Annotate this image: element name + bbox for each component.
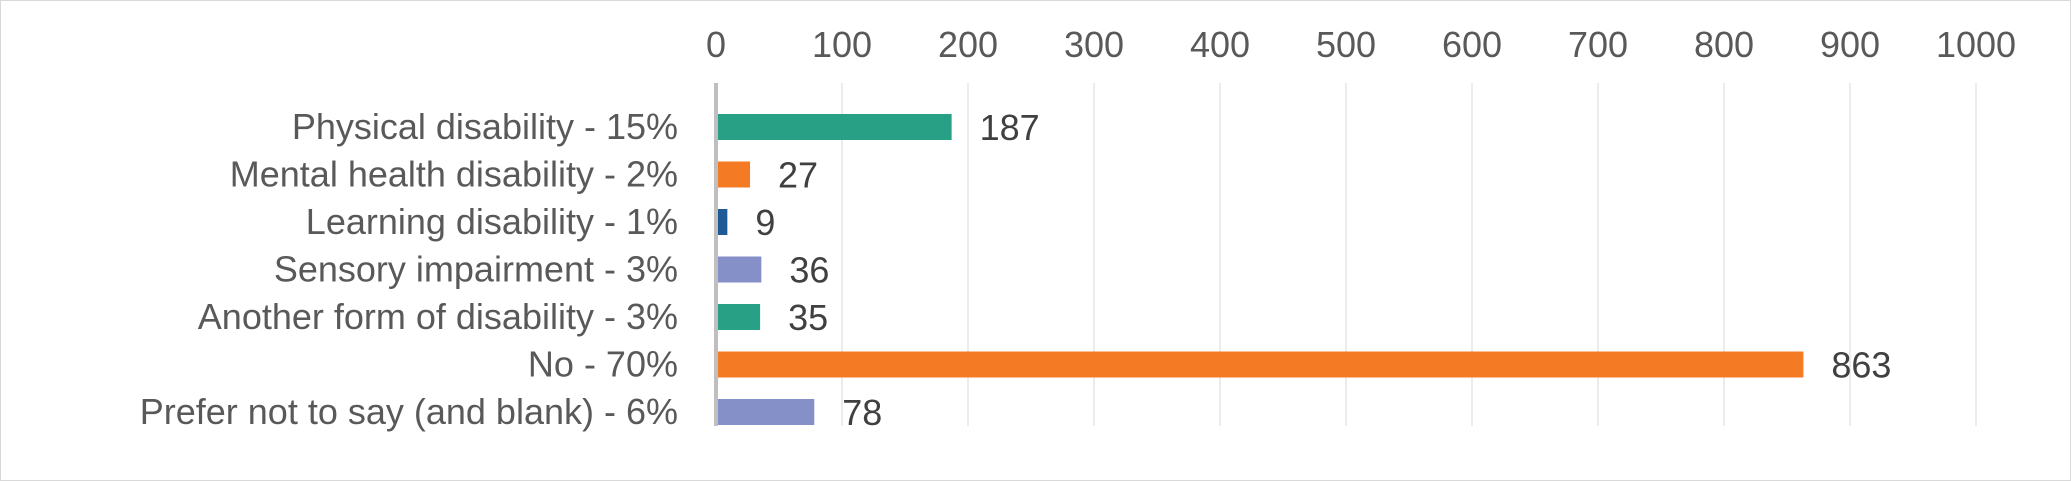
bar — [718, 351, 1804, 378]
bars — [718, 114, 1804, 425]
bar — [718, 209, 728, 235]
x-tick-label: 1000 — [1936, 24, 2016, 65]
category-labels: Physical disability - 15% Mental health d… — [140, 106, 678, 432]
bar — [718, 114, 952, 140]
bar — [718, 399, 815, 425]
bar — [718, 304, 761, 330]
data-label: 9 — [755, 202, 775, 243]
category-label: Mental health disability - 2% — [230, 154, 678, 195]
data-label: 36 — [789, 250, 829, 291]
category-label: No - 70% — [528, 344, 678, 385]
data-labels: 187 279 36 35 863 78 — [755, 107, 1891, 433]
bar — [718, 161, 751, 188]
x-tick-label: 700 — [1568, 24, 1628, 65]
x-tick-label: 400 — [1190, 24, 1250, 65]
x-tick-label: 500 — [1316, 24, 1376, 65]
category-label: Sensory impairment - 3% — [274, 249, 678, 290]
x-tick-label: 0 — [706, 24, 726, 65]
data-label: 27 — [778, 155, 818, 196]
data-label: 187 — [980, 107, 1040, 148]
x-tick-label: 100 — [812, 24, 872, 65]
value-axis-ticks: 0 100 200 300 400 500 600 700 800 900 1000 — [706, 24, 2016, 65]
bar — [718, 256, 762, 283]
x-tick-label: 600 — [1442, 24, 1502, 65]
x-tick-label: 200 — [938, 24, 998, 65]
x-tick-label: 900 — [1820, 24, 1880, 65]
data-label: 78 — [842, 392, 882, 433]
category-label: Another form of disability - 3% — [198, 296, 678, 337]
x-tick-label: 300 — [1064, 24, 1124, 65]
data-label: 863 — [1831, 345, 1891, 386]
data-label: 35 — [788, 297, 828, 338]
category-label: Prefer not to say (and blank) - 6% — [140, 391, 678, 432]
category-label: Physical disability - 15% — [292, 106, 678, 147]
category-label: Learning disability - 1% — [306, 201, 678, 242]
gridlines — [841, 83, 1977, 426]
x-tick-label: 800 — [1694, 24, 1754, 65]
